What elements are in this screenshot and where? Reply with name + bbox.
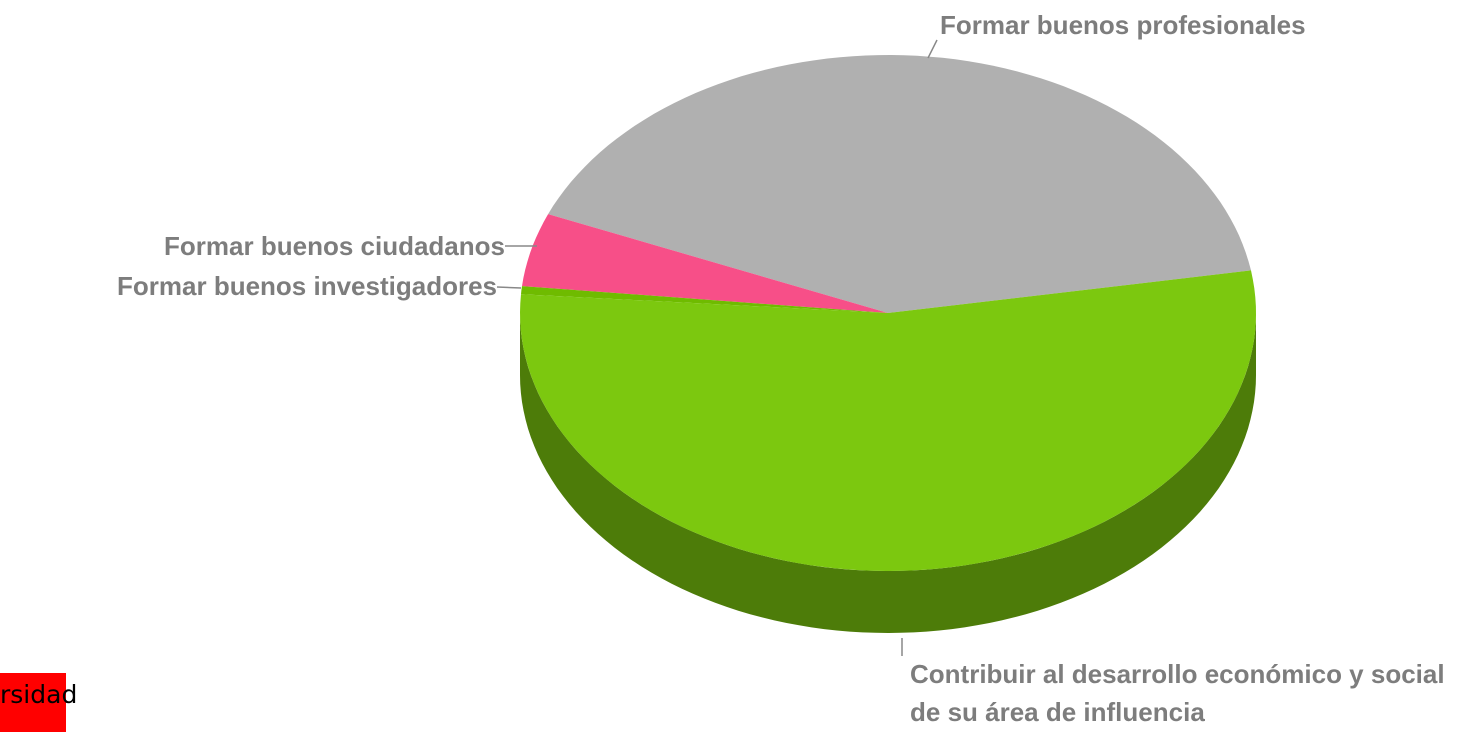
logo-text: rsidad bbox=[0, 680, 78, 709]
slice bbox=[520, 270, 1256, 571]
logo-box bbox=[0, 673, 66, 732]
pie-tops bbox=[520, 55, 1256, 571]
pie-sides bbox=[520, 313, 1256, 633]
slice-label: Formar buenos investigadores bbox=[117, 271, 497, 301]
leader-line bbox=[927, 39, 938, 59]
slice bbox=[521, 286, 888, 313]
slice-label: Formar buenos ciudadanos bbox=[164, 231, 505, 261]
slice-side bbox=[520, 313, 1256, 633]
slice bbox=[548, 55, 1251, 313]
slice-label: Formar buenos profesionales bbox=[940, 10, 1306, 40]
leader-line bbox=[496, 286, 522, 289]
slice bbox=[522, 214, 888, 313]
slice-label: Contribuir al desarrollo económico y soc… bbox=[910, 659, 1445, 727]
